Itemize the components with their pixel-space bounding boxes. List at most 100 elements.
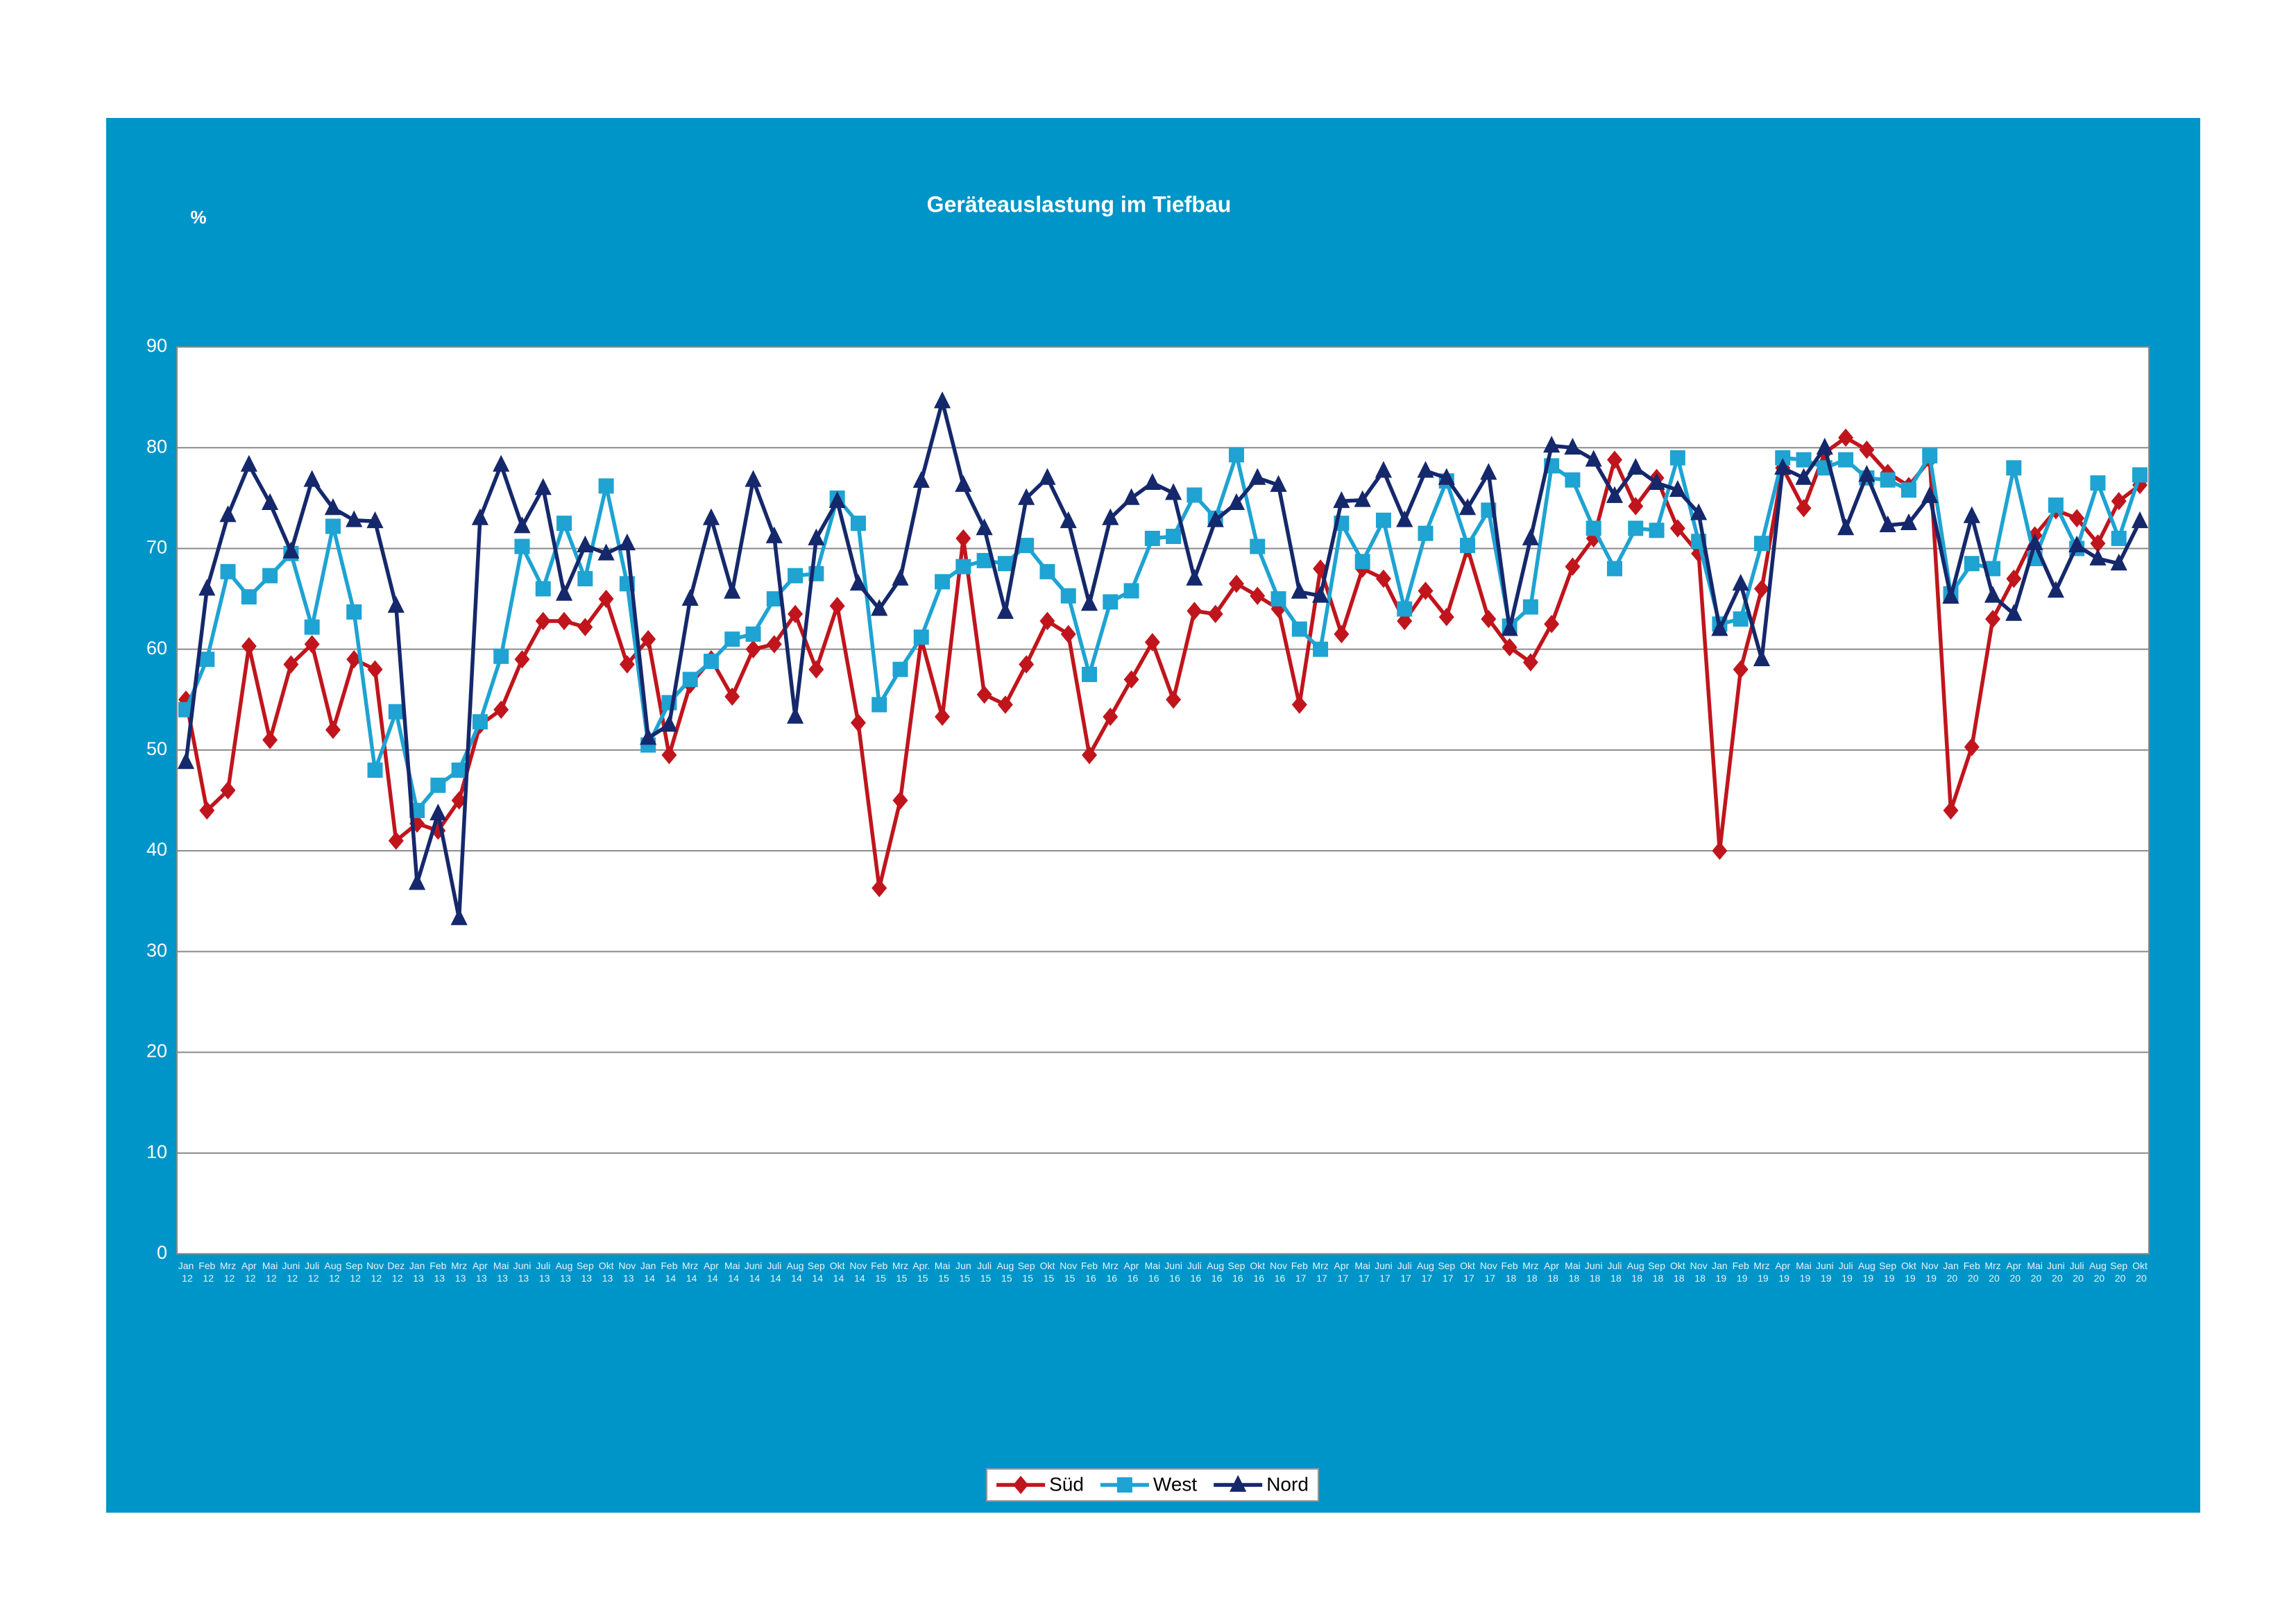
marker (1060, 511, 1077, 529)
x-tick-label: Nov 12 (366, 1260, 384, 1284)
marker (724, 631, 740, 647)
x-tick-label: Aug 14 (787, 1260, 804, 1284)
x-tick-label: Mrz 14 (682, 1260, 698, 1284)
marker (1900, 482, 1916, 498)
marker (597, 543, 615, 561)
x-tick-label: Okt 19 (1901, 1260, 1916, 1284)
marker (1858, 465, 1876, 482)
x-tick-label: Feb 12 (198, 1260, 215, 1284)
x-tick-label: Juli 20 (2070, 1260, 2084, 1284)
marker (304, 635, 320, 654)
marker (1607, 450, 1623, 469)
marker (724, 581, 741, 599)
marker (1270, 475, 1287, 492)
marker (661, 715, 678, 732)
x-tick-label: Feb 16 (1081, 1260, 1098, 1284)
marker (1102, 508, 1119, 525)
marker (220, 781, 236, 800)
x-tick-label: Mai 13 (493, 1260, 509, 1284)
marker (1921, 486, 1939, 503)
x-tick-label: Nov 18 (1690, 1260, 1708, 1284)
x-tick-label: Jan 13 (409, 1260, 425, 1284)
x-tick-label: Jan 20 (1943, 1260, 1959, 1284)
marker (346, 604, 362, 620)
marker (1585, 529, 1601, 548)
marker (1795, 468, 1812, 485)
marker (240, 454, 257, 472)
marker (556, 516, 572, 532)
marker (1334, 624, 1350, 644)
marker (262, 731, 278, 749)
marker (1585, 520, 1601, 536)
marker (199, 801, 215, 820)
x-tick-label: Juni 16 (1164, 1260, 1182, 1284)
x-tick-label: Feb 15 (871, 1260, 887, 1284)
marker (1985, 561, 2001, 577)
x-tick-label: Mai 20 (2027, 1260, 2043, 1284)
x-tick-label: Sep 13 (577, 1260, 594, 1284)
marker (346, 649, 362, 669)
legend-label: Süd (1049, 1473, 1084, 1495)
x-tick-label: Jan 12 (178, 1260, 194, 1284)
marker (1774, 457, 1792, 475)
marker (1732, 573, 1749, 591)
marker (1984, 586, 2002, 603)
marker (828, 491, 846, 509)
marker (640, 629, 656, 649)
marker (493, 454, 510, 472)
marker (451, 791, 467, 810)
marker (1354, 554, 1370, 570)
x-tick-label: Mrz 12 (220, 1260, 236, 1284)
x-tick-label: Aug 19 (1858, 1260, 1876, 1284)
marker (745, 626, 761, 642)
marker (304, 619, 320, 635)
x-tick-label: Juni 19 (1816, 1260, 1834, 1284)
x-tick-label: Apr 18 (1544, 1260, 1559, 1284)
marker (2132, 467, 2148, 483)
marker (2068, 535, 2086, 552)
marker (1103, 707, 1119, 726)
marker (1522, 528, 1539, 545)
legend-label: West (1153, 1473, 1197, 1495)
marker (1291, 621, 1307, 637)
x-tick-label: Juni 14 (745, 1260, 763, 1284)
marker (1397, 611, 1413, 631)
marker (850, 516, 866, 532)
x-tick-label: Apr 19 (1775, 1260, 1790, 1284)
marker (1060, 624, 1076, 644)
marker (241, 589, 257, 605)
marker (976, 518, 993, 536)
marker (1838, 452, 1854, 468)
x-tick-label: Juni 20 (2047, 1260, 2065, 1284)
marker (1606, 486, 1624, 503)
x-tick-label: Mai 16 (1145, 1260, 1161, 1284)
x-tick-label: Sep 19 (1879, 1260, 1896, 1284)
marker (1796, 452, 1812, 468)
marker (808, 660, 824, 679)
marker (471, 508, 489, 525)
marker (1417, 461, 1434, 478)
marker (493, 700, 509, 719)
legend-item: Nord (1214, 1473, 1309, 1495)
marker (1166, 529, 1182, 545)
marker (1460, 538, 1476, 554)
x-tick-label: Feb 18 (1502, 1260, 1518, 1284)
x-tick-label: Juli 18 (1608, 1260, 1622, 1284)
marker (2005, 604, 2023, 621)
x-tick-label: Mrz 16 (1103, 1260, 1119, 1284)
marker (1985, 609, 2001, 629)
x-tick-label: Sep 16 (1228, 1260, 1245, 1284)
marker (871, 878, 887, 898)
marker (955, 559, 971, 575)
marker (892, 791, 908, 810)
x-tick-label: Aug 17 (1417, 1260, 1434, 1284)
series-line (184, 399, 2142, 921)
x-tick-label: Apr 20 (2006, 1260, 2021, 1284)
marker (219, 505, 237, 522)
marker (2006, 569, 2022, 588)
marker (1144, 633, 1160, 652)
x-tick-label: Mai 12 (262, 1260, 278, 1284)
marker (640, 728, 657, 745)
marker (472, 714, 488, 730)
